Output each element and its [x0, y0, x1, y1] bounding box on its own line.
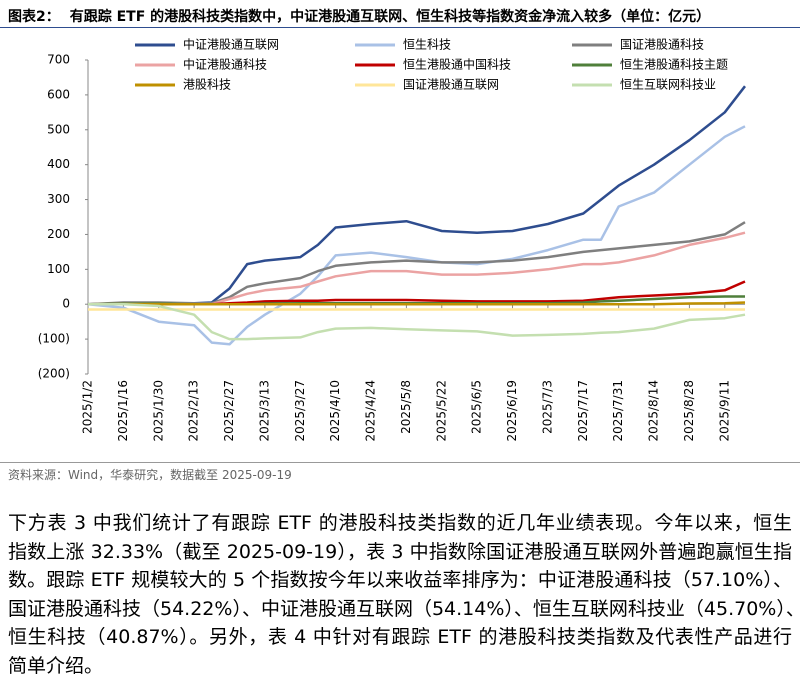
body-line: 指数上涨 32.33%（截至 2025-09-19），表 3 中指数除国证港股通…	[8, 540, 792, 563]
y-tick-label: 700	[47, 53, 70, 67]
x-tick-label: 2025/6/5	[470, 380, 484, 434]
y-tick-label: 300	[47, 192, 70, 206]
body-line: 国证港股通科技（54.22%）、中证港股通互联网（54.14%）、恒生互联网科技…	[8, 597, 800, 620]
legend-label: 恒生港股通中国科技	[403, 57, 511, 72]
x-tick-label: 2025/7/17	[576, 380, 590, 442]
legend-label: 恒生互联网科技业	[620, 78, 716, 92]
y-tick-label: (200)	[38, 367, 70, 381]
x-tick-label: 2025/2/27	[222, 380, 236, 442]
x-tick-label: 2025/5/22	[434, 380, 448, 442]
legend-label: 恒生科技	[403, 38, 451, 52]
x-tick-label: 2025/3/27	[293, 380, 307, 442]
x-tick-label: 2025/3/13	[257, 380, 271, 442]
source-note: 资料来源：Wind，华泰研究，数据截至 2025-09-19	[8, 468, 292, 482]
body-line: 下方表 3 中我们统计了有跟踪 ETF 的港股科技类指数的近几年业绩表现。今年以…	[8, 512, 792, 534]
x-tick-label: 2025/1/30	[151, 380, 165, 442]
figure-header: 图表2： 有跟踪 ETF 的港股科技类指数中，中证港股通互联网、恒生科技等指数资金…	[8, 6, 710, 26]
body-line: 恒生科技（40.87%）。另外，表 4 中针对有跟踪 ETF 的港股科技类指数及…	[8, 626, 792, 648]
legend-label: 中证港股通互联网	[183, 37, 279, 52]
legend-label: 国证港股通科技	[620, 38, 704, 52]
series-line	[87, 221, 746, 306]
x-tick-label: 2025/7/31	[611, 380, 625, 442]
y-tick-label: (100)	[38, 332, 70, 346]
y-tick-label: 100	[47, 262, 70, 276]
legend-label: 中证港股通科技	[183, 57, 267, 72]
body-line: 数。跟踪 ETF 规模较大的 5 个指数按今年以来收益率排序为：中证港股通科技（…	[8, 569, 792, 591]
x-tick-label: 2025/9/11	[717, 380, 731, 442]
body-line: 简单介绍。	[8, 654, 104, 677]
x-tick-label: 2025/2/13	[187, 380, 201, 442]
y-tick-label: 200	[47, 227, 70, 241]
x-tick-label: 2025/7/3	[540, 380, 554, 434]
series-line	[87, 125, 746, 346]
series-line	[87, 231, 746, 306]
series-line	[88, 302, 746, 341]
y-tick-label: 600	[47, 87, 70, 101]
y-tick-label: 0	[62, 297, 70, 311]
body-text: 下方表 3 中我们统计了有跟踪 ETF 的港股科技类指数的近几年业绩表现。今年以…	[8, 509, 800, 680]
x-tick-label: 2025/4/24	[364, 380, 378, 442]
x-tick-label: 2025/8/28	[682, 380, 696, 442]
x-tick-label: 2025/1/16	[116, 380, 130, 442]
x-tick-label: 2025/1/2	[81, 380, 95, 434]
chart-title: 有跟踪 ETF 的港股科技类指数中，中证港股通互联网、恒生科技等指数资金净流入较…	[69, 9, 711, 25]
x-tick-label: 2025/5/8	[399, 380, 413, 434]
y-tick-label: 400	[47, 157, 70, 171]
series-line	[88, 301, 746, 306]
legend-label: 国证港股通互联网	[403, 78, 499, 92]
series-line	[88, 280, 746, 306]
x-tick-label: 2025/4/10	[328, 380, 342, 442]
header-rule	[0, 27, 800, 28]
x-tick-label: 2025/6/19	[505, 380, 519, 442]
y-tick-label: 500	[47, 122, 70, 136]
legend-label: 恒生港股通科技主题	[620, 58, 728, 72]
source-rule	[0, 462, 800, 463]
x-tick-label: 2025/8/14	[647, 380, 661, 442]
legend-label: 港股科技	[183, 78, 231, 92]
figure-label: 图表2：	[8, 9, 60, 25]
